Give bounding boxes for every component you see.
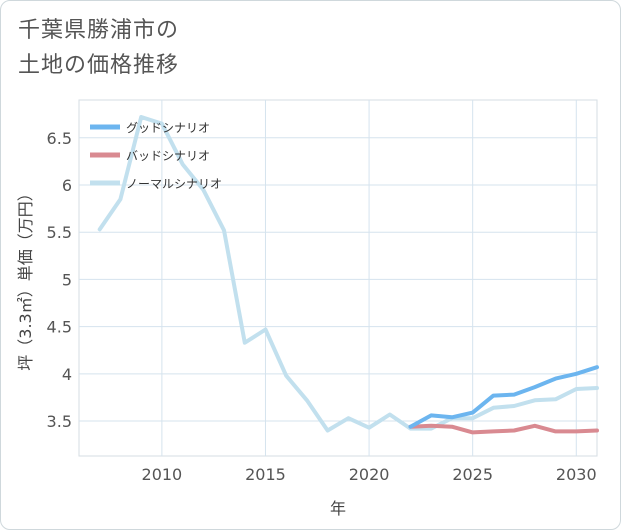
chart-title: 千葉県勝浦市の 土地の価格推移	[18, 13, 179, 83]
legend-label: ノーマルシナリオ	[126, 177, 222, 191]
y-tick-label: 4.5	[47, 318, 72, 337]
series-line-normal	[97, 115, 599, 433]
y-axis-label: 坪（3.3㎡）単価（万円）	[16, 185, 35, 370]
chart-title-line2: 土地の価格推移	[18, 53, 180, 78]
series-lines	[97, 115, 599, 435]
x-tick-label: 2025	[452, 465, 493, 484]
x-tick-label: 2015	[245, 465, 286, 484]
x-tick-label: 2010	[142, 465, 183, 484]
series-line-bad	[408, 423, 599, 435]
legend-item-good[interactable]: グッドシナリオ	[90, 121, 210, 135]
x-axis-label: 年	[330, 499, 346, 518]
series-line-good	[408, 365, 599, 429]
legend-item-bad[interactable]: バッドシナリオ	[90, 149, 210, 163]
chart-title-line1: 千葉県勝浦市の	[18, 18, 180, 43]
x-tick-label: 2030	[556, 465, 597, 484]
y-tick-label: 3.5	[47, 412, 72, 431]
legend-label: グッドシナリオ	[126, 121, 210, 135]
axis-ticks: 2010 2015 2020 2025 2030 3.5 4 4.5 5 5.5 6 6.5	[47, 129, 597, 484]
legend-label: バッドシナリオ	[126, 149, 210, 163]
legend-item-normal[interactable]: ノーマルシナリオ	[90, 177, 222, 191]
y-tick-label: 5.5	[47, 223, 72, 242]
y-tick-label: 6.5	[47, 129, 72, 148]
x-tick-label: 2020	[349, 465, 390, 484]
y-tick-label: 6	[62, 176, 72, 195]
y-tick-label: 5	[62, 270, 72, 289]
y-tick-label: 4	[62, 365, 72, 384]
